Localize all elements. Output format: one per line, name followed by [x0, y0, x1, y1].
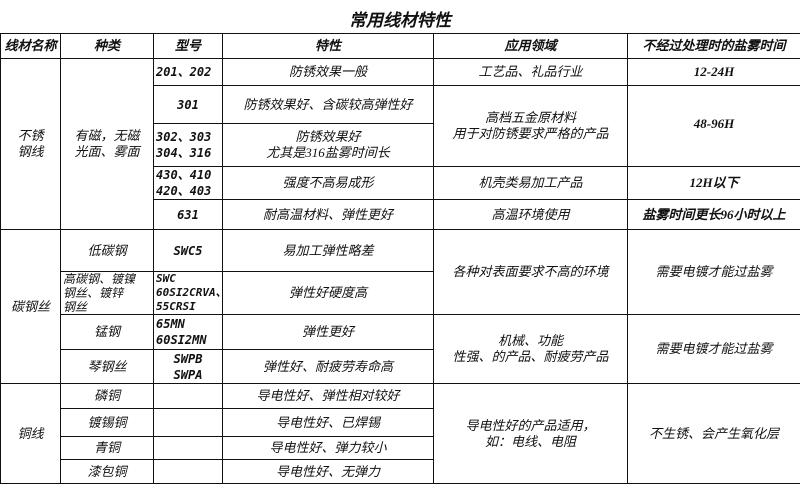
- feature-cell: 导电性好、弹性相对较好: [222, 383, 434, 409]
- model-cell: 631: [153, 199, 223, 230]
- model-cell: SWC 60SI2CRVA、 55CRSI: [153, 271, 227, 315]
- kind-cell: 有磁，无磁 光面、雾面: [60, 58, 154, 230]
- model-cell: SWC5: [153, 229, 223, 272]
- feature-cell: 弹性好硬度高: [222, 271, 434, 315]
- page-title: 常用线材特性: [349, 11, 451, 30]
- model-cell: 302、303 304、316: [153, 123, 223, 167]
- application-cell: 机械、功能 性强、的产品、耐疲劳产品: [433, 314, 628, 384]
- header-cell: 线材名称: [0, 33, 61, 59]
- header-cell: 不经过处理时的盐雾时间: [627, 33, 800, 59]
- feature-cell: 易加工弹性略差: [222, 229, 434, 272]
- application-cell: 高温环境使用: [433, 199, 628, 230]
- salt-spray-cell: 盐雾时间更长96小时以上: [627, 199, 800, 230]
- kind-cell: 漆包铜: [60, 459, 154, 484]
- header-cell: 应用领域: [433, 33, 628, 59]
- table-row: 301 防锈效果好、含碳较高弹性好 高档五金原材料 用于对防锈要求严格的产品 4…: [1, 85, 800, 167]
- table-row: 碳钢丝 低碳钢 SWC5 易加工弹性略差 各种对表面要求不高的环境 需要电镀才能…: [0, 229, 800, 384]
- kind-cell: 镀锡铜: [60, 408, 154, 437]
- application-cell: 工艺品、礼品行业: [433, 58, 628, 86]
- material-name: 铜线: [0, 383, 61, 484]
- model-cell: [153, 459, 223, 484]
- feature-cell: 耐高温材料、弹性更好: [222, 199, 434, 230]
- salt-spray-cell: 48-96H: [627, 85, 800, 167]
- salt-spray-cell: 12-24H: [627, 58, 800, 86]
- table-row: 铜线 磷铜 导电性好、弹性相对较好 导电性好的产品适用， 如：电线、电阻 不生锈…: [0, 383, 800, 484]
- model-cell: 301: [153, 85, 223, 124]
- table-row: 青铜 导电性好、弹力较小: [1, 436, 800, 460]
- model-cell: [153, 383, 223, 409]
- table-row: 302、303 304、316 防锈效果好 尤其是316盐雾时间长: [1, 123, 800, 167]
- header-cell: 种类: [60, 33, 154, 59]
- feature-cell: 导电性好、无弹力: [222, 459, 434, 484]
- model-cell: SWPB SWPA: [153, 349, 223, 384]
- material-name: 碳钢丝: [0, 229, 61, 384]
- kind-cell: 青铜: [60, 436, 154, 460]
- table-row: 高碳钢、镀镍 钢丝、镀锌 钢丝 SWC 60SI2CRVA、 55CRSI 弹性…: [1, 271, 800, 315]
- table-row: 430、410 420、403 强度不高易成形 机壳类易加工产品 12H以下: [1, 166, 800, 200]
- feature-cell: 防锈效果好、含碳较高弹性好: [222, 85, 434, 124]
- table-row: 琴钢丝 SWPB SWPA 弹性好、耐疲劳寿命高: [1, 349, 800, 384]
- material-name: 不锈 钢线: [0, 58, 61, 230]
- table-row: 不锈 钢线 有磁，无磁 光面、雾面 201、202 防锈效果一般 工艺品、礼品行…: [0, 58, 800, 230]
- table-row: 漆包铜 导电性好、无弹力: [1, 459, 800, 484]
- feature-cell: 弹性好、耐疲劳寿命高: [222, 349, 434, 384]
- model-cell: [153, 436, 223, 460]
- salt-spray-cell: 需要电镀才能过盐雾: [627, 314, 800, 384]
- table-row: 631 耐高温材料、弹性更好 高温环境使用 盐雾时间更长96小时以上: [1, 199, 800, 230]
- kind-cell: 锰钢: [60, 314, 154, 350]
- model-cell: [153, 408, 223, 437]
- model-cell: 201、202: [153, 58, 223, 86]
- application-cell: 机壳类易加工产品: [433, 166, 628, 200]
- header-row: 线材名称 种类 型号 特性 应用领域 不经过处理时的盐雾时间: [0, 33, 800, 59]
- feature-cell: 弹性更好: [222, 314, 434, 350]
- feature-cell: 强度不高易成形: [222, 166, 434, 200]
- kind-cell: 低碳钢: [60, 229, 154, 272]
- model-cell: 430、410 420、403: [153, 166, 223, 200]
- kind-cell: 琴钢丝: [60, 349, 154, 384]
- kind-cell: 磷铜: [60, 383, 154, 409]
- table-row: 锰钢 65MN 60SI2MN 弹性更好 机械、功能 性强、的产品、耐疲劳产品 …: [1, 314, 800, 384]
- header-cell: 型号: [153, 33, 223, 59]
- feature-cell: 导电性好、弹力较小: [222, 436, 434, 460]
- model-cell: 65MN 60SI2MN: [153, 314, 223, 350]
- table-row: 镀锡铜 导电性好、已焊锡: [1, 408, 800, 437]
- header-cell: 特性: [222, 33, 434, 59]
- application-cell: 各种对表面要求不高的环境: [433, 229, 628, 315]
- application-cell: 导电性好的产品适用， 如：电线、电阻: [433, 383, 628, 484]
- feature-cell: 防锈效果一般: [222, 58, 434, 86]
- application-cell: 高档五金原材料 用于对防锈要求严格的产品: [433, 85, 628, 167]
- wire-properties-table: 线材名称 种类 型号 特性 应用领域 不经过处理时的盐雾时间 不锈 钢线 有磁，…: [0, 33, 800, 484]
- kind-cell: 高碳钢、镀镍 钢丝、镀锌 钢丝: [60, 271, 154, 315]
- salt-spray-cell: 12H以下: [627, 166, 800, 200]
- salt-spray-cell: 不生锈、会产生氧化层: [627, 383, 800, 484]
- feature-cell: 导电性好、已焊锡: [222, 408, 434, 437]
- salt-spray-cell: 需要电镀才能过盐雾: [627, 229, 800, 315]
- feature-cell: 防锈效果好 尤其是316盐雾时间长: [222, 123, 434, 167]
